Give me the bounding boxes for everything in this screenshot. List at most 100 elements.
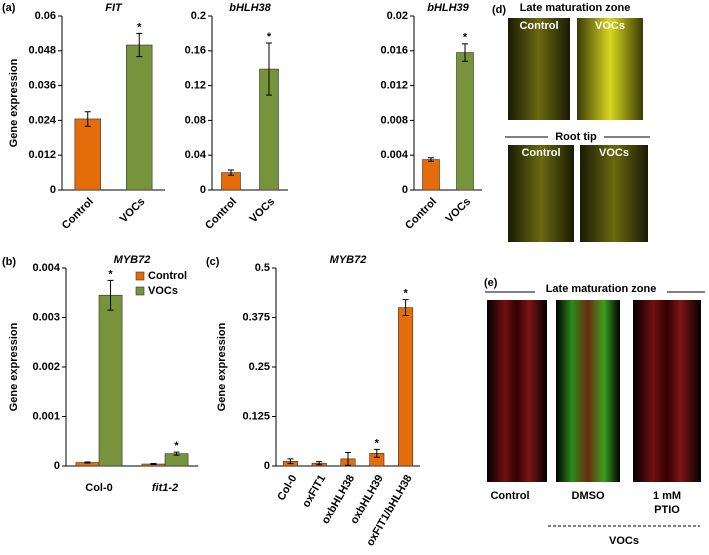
- x-tick-label: VOCs: [443, 196, 473, 226]
- x-tick-label: VOCs: [118, 196, 148, 226]
- y-tick-label: 0.003: [32, 311, 60, 323]
- panel-label: (d): [492, 4, 506, 16]
- treatment-label: VOCs: [609, 535, 639, 547]
- y-tick-label: 0.12: [185, 80, 206, 92]
- y-tick-label: 0.06: [35, 10, 56, 22]
- y-tick-label: 0: [200, 184, 206, 196]
- y-axis-label: Gene expression: [8, 322, 20, 411]
- error-bar: [402, 299, 409, 317]
- micrograph: [487, 300, 547, 482]
- y-tick-label: 0.375: [242, 311, 270, 323]
- y-tick-label: 0.04: [185, 149, 207, 161]
- y-tick-label: 0.02: [387, 10, 408, 22]
- significance-marker: *: [267, 31, 272, 43]
- y-axis-label: Gene expression: [216, 322, 228, 411]
- micrograph: [556, 300, 620, 482]
- significance-marker: *: [108, 268, 113, 280]
- chart-title: MYB72: [330, 254, 367, 266]
- error-bar: [266, 42, 272, 96]
- error-bar: [136, 32, 143, 58]
- zone-title: Late maturation zone: [546, 283, 657, 295]
- y-tick-label: 0.012: [28, 149, 56, 161]
- legend-swatch: [135, 271, 145, 281]
- zone-title: Root tip: [555, 131, 597, 143]
- y-tick-label: 0.012: [380, 80, 408, 92]
- chart-title: MYB72: [114, 254, 151, 266]
- error-bar: [228, 169, 234, 176]
- y-tick-label: 0.036: [28, 80, 56, 92]
- bar: [126, 44, 153, 191]
- y-tick-label: 0.16: [185, 45, 206, 57]
- image-label: PTIO: [654, 504, 680, 516]
- significance-marker: *: [463, 32, 468, 44]
- y-tick-label: 0: [264, 460, 270, 472]
- image-label: Control: [519, 20, 558, 32]
- y-tick-label: 0: [54, 460, 60, 472]
- label-bg: [548, 130, 604, 144]
- y-tick-label: 0.001: [32, 410, 60, 422]
- panel-label: (e): [484, 277, 498, 289]
- micrograph: [633, 300, 701, 482]
- x-tick-label: Col-0: [275, 473, 299, 503]
- y-tick-label: 0.25: [249, 361, 270, 373]
- x-tick-label: Control: [203, 196, 239, 232]
- micrograph: [508, 145, 574, 242]
- chart-title: FIT: [105, 2, 123, 14]
- error-bar: [84, 111, 91, 127]
- micrograph: [580, 145, 648, 242]
- y-tick-label: 0.008: [380, 114, 408, 126]
- chart-title: bHLH38: [229, 2, 271, 14]
- image-label: DMSO: [572, 490, 605, 502]
- x-tick-label: Control: [60, 196, 96, 232]
- y-tick-label: 0.004: [32, 262, 60, 274]
- legend-swatch: [135, 286, 145, 296]
- image-label: VOCs: [599, 147, 629, 159]
- legend-label: VOCs: [148, 285, 178, 297]
- error-bar: [150, 463, 157, 466]
- error-bar: [84, 461, 91, 464]
- panel-label: (b): [2, 256, 16, 268]
- error-bar: [173, 451, 180, 456]
- error-bar: [107, 279, 114, 311]
- significance-marker: *: [137, 21, 142, 33]
- x-tick-label: fit1-2: [152, 482, 178, 494]
- bar: [398, 307, 414, 467]
- legend-label: Control: [148, 270, 187, 282]
- y-tick-label: 0.08: [185, 114, 206, 126]
- bar: [98, 294, 123, 467]
- error-bar: [462, 43, 468, 62]
- panel-label: (c): [206, 256, 220, 268]
- y-tick-label: 0: [402, 184, 408, 196]
- micrograph: [508, 18, 570, 120]
- image-label: Control: [490, 490, 529, 502]
- y-tick-label: 0.004: [380, 149, 408, 161]
- error-bar: [345, 452, 351, 466]
- label-bg: [535, 284, 667, 298]
- bar: [422, 159, 440, 191]
- image-label: Control: [521, 147, 560, 159]
- y-tick-label: 0: [50, 184, 56, 196]
- error-bar: [428, 157, 434, 162]
- panel-label: (a): [2, 2, 16, 14]
- chart-title: bHLH39: [427, 2, 469, 14]
- y-axis-label: Gene expression: [8, 58, 20, 147]
- x-tick-label: VOCs: [247, 196, 277, 226]
- significance-marker: *: [375, 437, 380, 449]
- y-tick-label: 0.024: [28, 114, 56, 126]
- error-bar: [373, 448, 380, 458]
- x-tick-label: Control: [403, 196, 439, 232]
- significance-marker: *: [174, 440, 179, 452]
- error-bar: [316, 461, 323, 466]
- x-tick-label: oxFIT1: [300, 473, 328, 510]
- y-tick-label: 0.048: [28, 45, 56, 57]
- error-bar: [287, 458, 294, 465]
- zone-title: Late maturation zone: [520, 2, 631, 14]
- y-tick-label: 0.2: [191, 10, 206, 22]
- image-label: VOCs: [595, 20, 625, 32]
- bar: [74, 118, 101, 191]
- significance-marker: *: [403, 288, 408, 300]
- image-label: 1 mM: [653, 490, 681, 502]
- y-tick-label: 0.016: [380, 45, 408, 57]
- y-tick-label: 0.125: [242, 410, 270, 422]
